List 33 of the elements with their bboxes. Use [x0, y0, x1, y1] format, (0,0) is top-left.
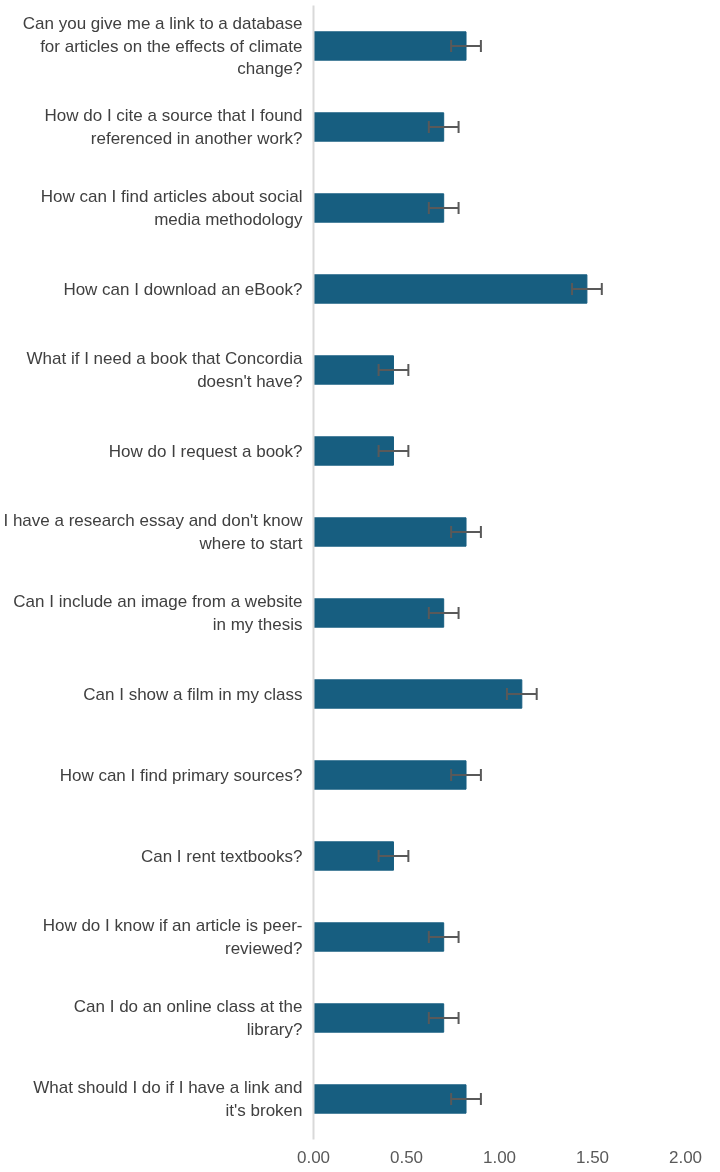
- y-tick-label: What if I need a book that Concordia doesn't have?: [26, 349, 304, 391]
- bar: [313, 679, 523, 709]
- y-tick-label: Can I include an image from a website in my thesis: [13, 592, 303, 634]
- x-tick-label: 0.50: [389, 1147, 424, 1167]
- bar: [313, 517, 467, 547]
- y-tick-label: What should I do if I have a link and it's broken: [33, 1078, 303, 1120]
- bar: [313, 922, 445, 952]
- bar: [313, 112, 445, 142]
- y-tick-label: How can I find articles about social media methodology: [40, 187, 303, 229]
- y-tick-label: How can I find primary sources?: [59, 765, 303, 785]
- y-tick-label: I have a research essay and don't know where to start: [3, 511, 304, 553]
- x-tick-label: 0.00: [296, 1147, 331, 1167]
- x-tick-label: 2.00: [668, 1147, 703, 1167]
- bar: [313, 1084, 467, 1114]
- bar: [313, 436, 394, 466]
- bar: [313, 31, 467, 61]
- y-tick-label: How can I download an eBook?: [63, 279, 303, 299]
- x-tick-label: 1.50: [575, 1147, 610, 1167]
- bar: [313, 598, 445, 628]
- bar: [313, 193, 445, 223]
- y-tick-label: How do I request a book?: [108, 441, 303, 461]
- y-tick-label: Can I do an online class at the library?: [73, 997, 303, 1039]
- y-tick-label: Can you give me a link to a database for articles on the effects of climate change?: [22, 13, 303, 79]
- bar: [313, 274, 588, 304]
- bar: [313, 355, 394, 385]
- y-tick-label: How do I know if an article is peer-reviewed?: [42, 916, 303, 958]
- y-tick-label: Can I rent textbooks?: [140, 846, 303, 866]
- bar: [313, 841, 394, 871]
- y-tick-label: How do I cite a source that I found referenced in another work?: [44, 106, 303, 148]
- bar: [313, 760, 467, 790]
- y-tick-label: Can I show a film in my class: [83, 684, 303, 704]
- bar: [313, 1003, 445, 1033]
- x-tick-label: 1.00: [482, 1147, 517, 1167]
